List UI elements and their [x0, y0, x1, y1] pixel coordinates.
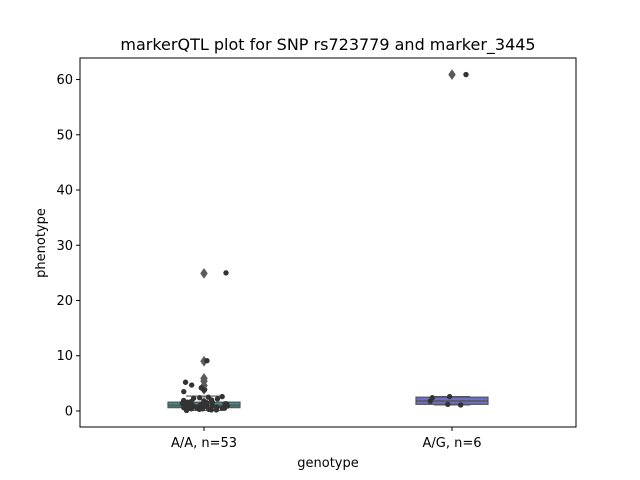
data-point: [445, 401, 451, 408]
strip-points: [179, 270, 231, 414]
y-tick-label: 20: [56, 294, 73, 309]
chart-title: markerQTL plot for SNP rs723779 and mark…: [120, 35, 535, 55]
y-tick-label: 30: [56, 239, 73, 254]
x-axis-label: genotype: [297, 456, 358, 471]
data-point: [189, 382, 195, 388]
data-point: [463, 71, 469, 78]
data-point: [457, 402, 464, 408]
y-tick-label: 60: [56, 73, 73, 88]
data-point: [214, 396, 221, 402]
data-point: [223, 270, 229, 276]
data-point: [219, 393, 225, 400]
plot-frame: [79, 57, 577, 428]
outlier-marker: [200, 267, 208, 279]
x-tick-label: A/A, n=53: [171, 436, 237, 451]
y-tick-label: 0: [65, 404, 73, 419]
data-point: [197, 395, 203, 401]
x-tick-label: A/G, n=6: [422, 436, 481, 451]
data-point: [219, 405, 226, 411]
data-point: [188, 406, 195, 412]
data-point: [181, 388, 187, 395]
data-point: [182, 379, 189, 385]
data-point: [209, 402, 215, 409]
outlier-marker: [200, 372, 208, 384]
data-point: [201, 387, 208, 393]
y-axis-label: phenotype: [34, 208, 49, 278]
y-tick-label: 10: [56, 349, 73, 364]
strip-points: [427, 71, 469, 408]
data-point: [213, 407, 220, 413]
data-point: [446, 393, 453, 400]
data-point: [204, 358, 210, 364]
y-tick-label: 50: [56, 128, 73, 143]
data-point: [183, 407, 190, 414]
plot-area: 0 10 20 30 40 50 60 A/A, n=53 A/G, n=6: [56, 69, 489, 451]
data-point: [196, 406, 202, 413]
outlier-marker: [448, 69, 456, 81]
y-tick-label: 40: [56, 184, 73, 199]
data-point: [208, 407, 215, 413]
data-point: [427, 398, 433, 404]
